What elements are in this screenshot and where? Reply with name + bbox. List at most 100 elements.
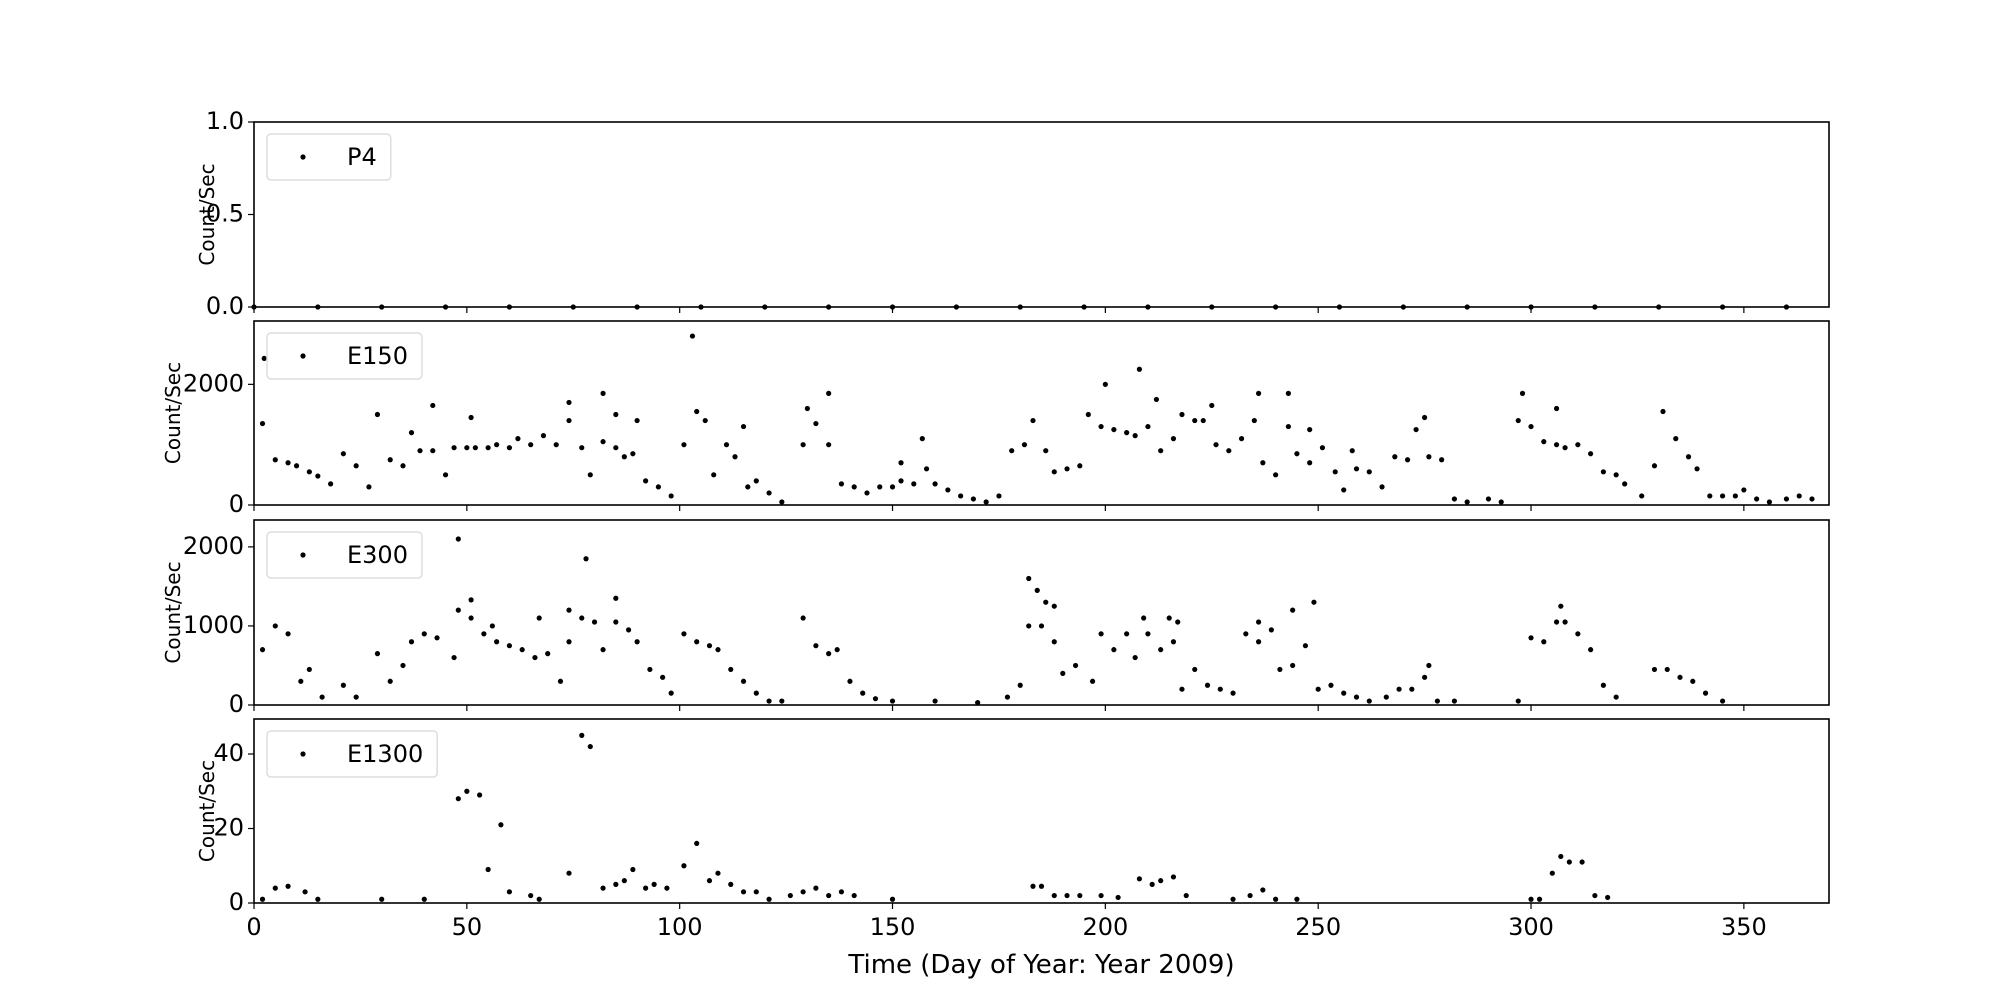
data-point xyxy=(1051,469,1057,475)
data-point xyxy=(1558,603,1564,609)
data-point xyxy=(702,417,708,424)
data-point xyxy=(1145,423,1151,430)
data-point xyxy=(1170,639,1177,645)
data-point xyxy=(1030,883,1036,889)
data-point xyxy=(740,678,747,684)
data-point xyxy=(259,420,266,427)
data-point xyxy=(1536,896,1543,902)
y-axis-label: Count/Sec xyxy=(161,561,185,663)
data-point xyxy=(1528,896,1534,902)
data-point xyxy=(1685,454,1692,460)
data-point xyxy=(468,597,474,603)
data-point xyxy=(1660,408,1666,415)
plot-frame xyxy=(253,320,1830,506)
data-point xyxy=(779,499,785,505)
data-point xyxy=(970,496,976,502)
data-point xyxy=(1341,690,1347,696)
data-point xyxy=(1115,894,1121,901)
data-point xyxy=(1809,496,1815,502)
data-point xyxy=(800,615,806,621)
data-point xyxy=(1575,631,1581,637)
data-point xyxy=(536,896,542,902)
data-point xyxy=(340,682,346,688)
data-point xyxy=(689,333,696,339)
data-point xyxy=(464,445,470,451)
data-point xyxy=(600,885,606,891)
data-point xyxy=(898,460,904,466)
data-point xyxy=(1613,694,1619,700)
x-tick-label: 50 xyxy=(452,913,483,941)
data-point xyxy=(1141,615,1147,621)
data-point xyxy=(932,698,938,704)
data-point xyxy=(519,647,525,653)
data-point xyxy=(1226,448,1232,454)
data-point xyxy=(1651,666,1658,673)
data-point xyxy=(1353,466,1360,472)
data-point xyxy=(1579,859,1585,865)
data-point xyxy=(1085,411,1091,418)
data-point xyxy=(787,892,793,899)
data-point xyxy=(1379,484,1385,490)
plot-frame xyxy=(253,718,1830,904)
data-point xyxy=(877,484,883,490)
data-point xyxy=(655,484,661,490)
data-point xyxy=(753,690,759,696)
data-point xyxy=(958,493,964,499)
data-point xyxy=(455,536,461,542)
data-point xyxy=(1404,457,1411,463)
data-point xyxy=(1783,496,1790,502)
data-point xyxy=(306,469,312,475)
data-point xyxy=(800,889,806,895)
data-point xyxy=(996,493,1002,499)
data-point xyxy=(540,433,547,439)
data-point xyxy=(613,881,619,887)
data-point xyxy=(1021,442,1028,448)
data-point xyxy=(272,457,278,463)
data-point xyxy=(1051,603,1057,609)
data-point xyxy=(259,647,266,653)
data-point xyxy=(1158,448,1164,454)
data-point xyxy=(468,615,474,621)
data-point xyxy=(353,694,359,700)
data-point xyxy=(745,484,751,490)
data-point xyxy=(804,405,810,412)
data-point xyxy=(919,436,925,442)
data-point xyxy=(1515,417,1521,424)
data-point xyxy=(1553,405,1560,412)
data-point xyxy=(1383,694,1389,700)
data-point xyxy=(1217,686,1223,692)
data-point xyxy=(630,866,636,873)
data-point xyxy=(1605,894,1611,901)
data-point xyxy=(298,678,304,684)
x-tick-label: 300 xyxy=(1508,913,1554,941)
data-point xyxy=(374,651,381,657)
data-point xyxy=(1332,469,1338,475)
legend-label: E300 xyxy=(347,541,408,569)
data-point xyxy=(1277,666,1283,673)
data-point xyxy=(1294,451,1300,457)
x-tick-label: 100 xyxy=(657,913,703,941)
data-point xyxy=(613,411,619,418)
data-point xyxy=(1694,466,1700,472)
data-point xyxy=(1353,694,1360,700)
data-point xyxy=(1102,381,1108,387)
data-point xyxy=(1192,417,1198,424)
x-tick-label: 0 xyxy=(246,913,261,941)
data-point xyxy=(800,442,806,448)
data-point xyxy=(889,896,896,902)
data-point xyxy=(1064,466,1070,472)
data-point xyxy=(694,639,700,645)
data-point xyxy=(1319,445,1326,451)
data-point xyxy=(1613,472,1619,478)
data-point xyxy=(613,595,619,601)
y-tick-label: 1000 xyxy=(183,611,244,639)
data-point xyxy=(1213,442,1219,448)
data-point xyxy=(1038,623,1045,629)
data-point xyxy=(1255,619,1262,625)
data-point xyxy=(1077,463,1083,469)
data-point xyxy=(451,654,457,661)
data-point xyxy=(1077,892,1083,899)
panel: 0 20 40 0 50 100 150 200 250 300 350 Time (Day of Y… xyxy=(195,718,1830,980)
y-tick-label: 0.0 xyxy=(206,292,244,320)
data-point xyxy=(1541,639,1547,645)
